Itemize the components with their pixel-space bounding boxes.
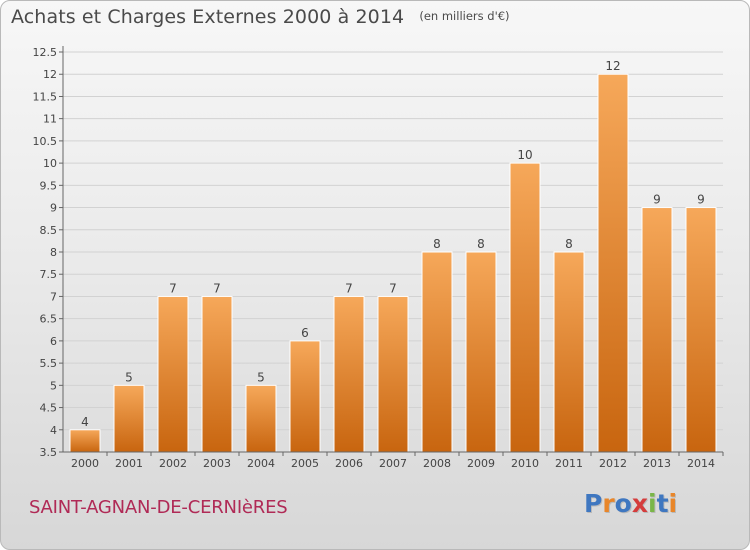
bar-value-label: 7 (169, 281, 177, 295)
y-tick-label: 11 (43, 113, 57, 126)
brand-letter: o (614, 489, 632, 518)
x-tick-label: 2003 (203, 457, 231, 470)
bar-value-label: 8 (477, 237, 485, 251)
bar-2005 (289, 340, 321, 453)
bar-2012 (597, 73, 629, 453)
y-tick-label: 12.5 (33, 46, 58, 59)
x-tick-label: 2014 (687, 457, 715, 470)
bar-value-label: 6 (301, 326, 309, 340)
chart-title-text: Achats et Charges Externes 2000 à 2014 (11, 6, 405, 28)
bar-2000 (69, 429, 101, 453)
bar-value-label: 9 (697, 193, 705, 207)
x-tick-label: 2001 (115, 457, 143, 470)
y-tick-label: 12 (43, 68, 57, 81)
bar-value-label: 7 (213, 281, 221, 295)
y-tick-label: 5 (50, 379, 57, 392)
x-tick-label: 2008 (423, 457, 451, 470)
brand-logo: Proxiti (584, 489, 677, 518)
bar-value-label: 5 (257, 370, 265, 384)
brand-letter: P (584, 489, 603, 518)
bar-value-label: 5 (125, 370, 133, 384)
bar-2014 (685, 207, 717, 453)
brand-letter: i (668, 489, 678, 518)
location-name: SAINT-AGNAN-DE-CERNIèRES (29, 497, 288, 518)
y-tick-label: 4 (50, 424, 57, 437)
x-tick-label: 2011 (555, 457, 583, 470)
bar-value-label: 10 (517, 148, 532, 162)
bar-2006 (333, 295, 365, 453)
x-tick-label: 2012 (599, 457, 627, 470)
bar-2009 (465, 251, 497, 453)
x-tick-label: 2013 (643, 457, 671, 470)
x-tick-label: 2000 (71, 457, 99, 470)
bar-2013 (641, 207, 673, 453)
bar-2008 (421, 251, 453, 453)
y-tick-label: 7.5 (40, 268, 58, 281)
y-tick-label: 10.5 (33, 135, 58, 148)
x-tick-label: 2007 (379, 457, 407, 470)
y-tick-label: 8.5 (40, 224, 58, 237)
x-tick-label: 2010 (511, 457, 539, 470)
bar-2003 (201, 295, 233, 453)
brand-wordmark: Proxiti (584, 489, 677, 518)
chart-unit-text: (en milliers d'€) (419, 9, 510, 23)
bar-2010 (509, 162, 541, 453)
brand-letter: i (648, 489, 657, 518)
x-tick-label: 2002 (159, 457, 187, 470)
bar-value-label: 12 (605, 59, 620, 73)
y-tick-label: 8 (50, 246, 57, 259)
x-tick-label: 2006 (335, 457, 363, 470)
brand-letter: x (631, 489, 648, 518)
bar-2001 (113, 384, 145, 453)
chart-title: Achats et Charges Externes 2000 à 2014 (… (11, 6, 510, 28)
x-tick-label: 2004 (247, 457, 275, 470)
x-tick-label: 2009 (467, 457, 495, 470)
bar-value-label: 8 (565, 237, 573, 251)
brand-letter: r (602, 489, 615, 518)
y-tick-label: 10 (43, 157, 57, 170)
bar-value-label: 8 (433, 237, 441, 251)
bar-2011 (553, 251, 585, 453)
bar-value-label: 9 (653, 193, 661, 207)
brand-letter: t (656, 489, 669, 518)
y-tick-label: 6 (50, 335, 57, 348)
bar-value-label: 4 (81, 415, 89, 429)
y-tick-label: 9 (50, 202, 57, 215)
x-tick-label: 2005 (291, 457, 319, 470)
bar-value-label: 7 (389, 281, 397, 295)
bar-2002 (157, 295, 189, 453)
y-tick-label: 6.5 (40, 313, 58, 326)
bar-2004 (245, 384, 277, 453)
y-tick-label: 5.5 (40, 357, 58, 370)
bar-2007 (377, 295, 409, 453)
y-tick-label: 11.5 (33, 90, 58, 103)
y-tick-label: 3.5 (40, 446, 58, 459)
y-tick-label: 4.5 (40, 402, 58, 415)
bar-value-label: 7 (345, 281, 353, 295)
y-tick-label: 9.5 (40, 179, 58, 192)
y-tick-label: 7 (50, 290, 57, 303)
